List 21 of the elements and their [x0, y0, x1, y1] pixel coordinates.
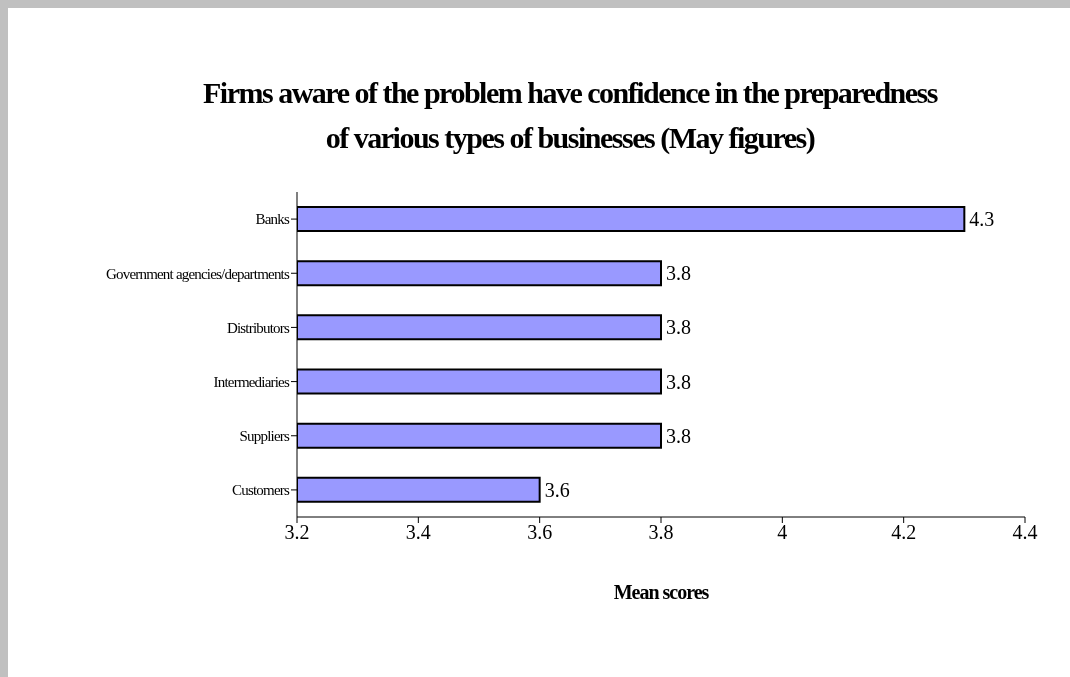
y-tick-label: Suppliers: [239, 428, 290, 445]
y-tick-label: Intermediaries: [213, 373, 290, 390]
x-tick-label: 3.2: [284, 521, 310, 544]
y-tick-label: Government agencies/departments: [105, 265, 290, 282]
x-axis-title: Mean scores: [613, 581, 710, 603]
y-tick-label: Distributors: [226, 319, 290, 336]
x-tick-label: 3.6: [527, 521, 553, 544]
x-tick-label: 4.4: [1012, 521, 1038, 544]
y-tick-label: Customers: [232, 482, 290, 499]
data-label: 3.8: [666, 424, 691, 447]
data-label: 3.8: [666, 316, 691, 339]
x-tick-label: 3.8: [648, 521, 674, 544]
data-label: 4.3: [969, 208, 995, 231]
x-tick-label: 3.4: [405, 521, 431, 544]
y-tick-label: Banks: [255, 211, 290, 228]
chart-title: Firms aware of the problem have confidence in the preparedness of various types of businesses (May figures): [202, 75, 939, 156]
data-label: 3.8: [666, 370, 691, 393]
data-label: 3.6: [544, 478, 570, 501]
x-tick-label: 4: [777, 521, 788, 544]
data-label: 3.8: [666, 262, 691, 285]
x-tick-label: 4.2: [891, 521, 917, 544]
